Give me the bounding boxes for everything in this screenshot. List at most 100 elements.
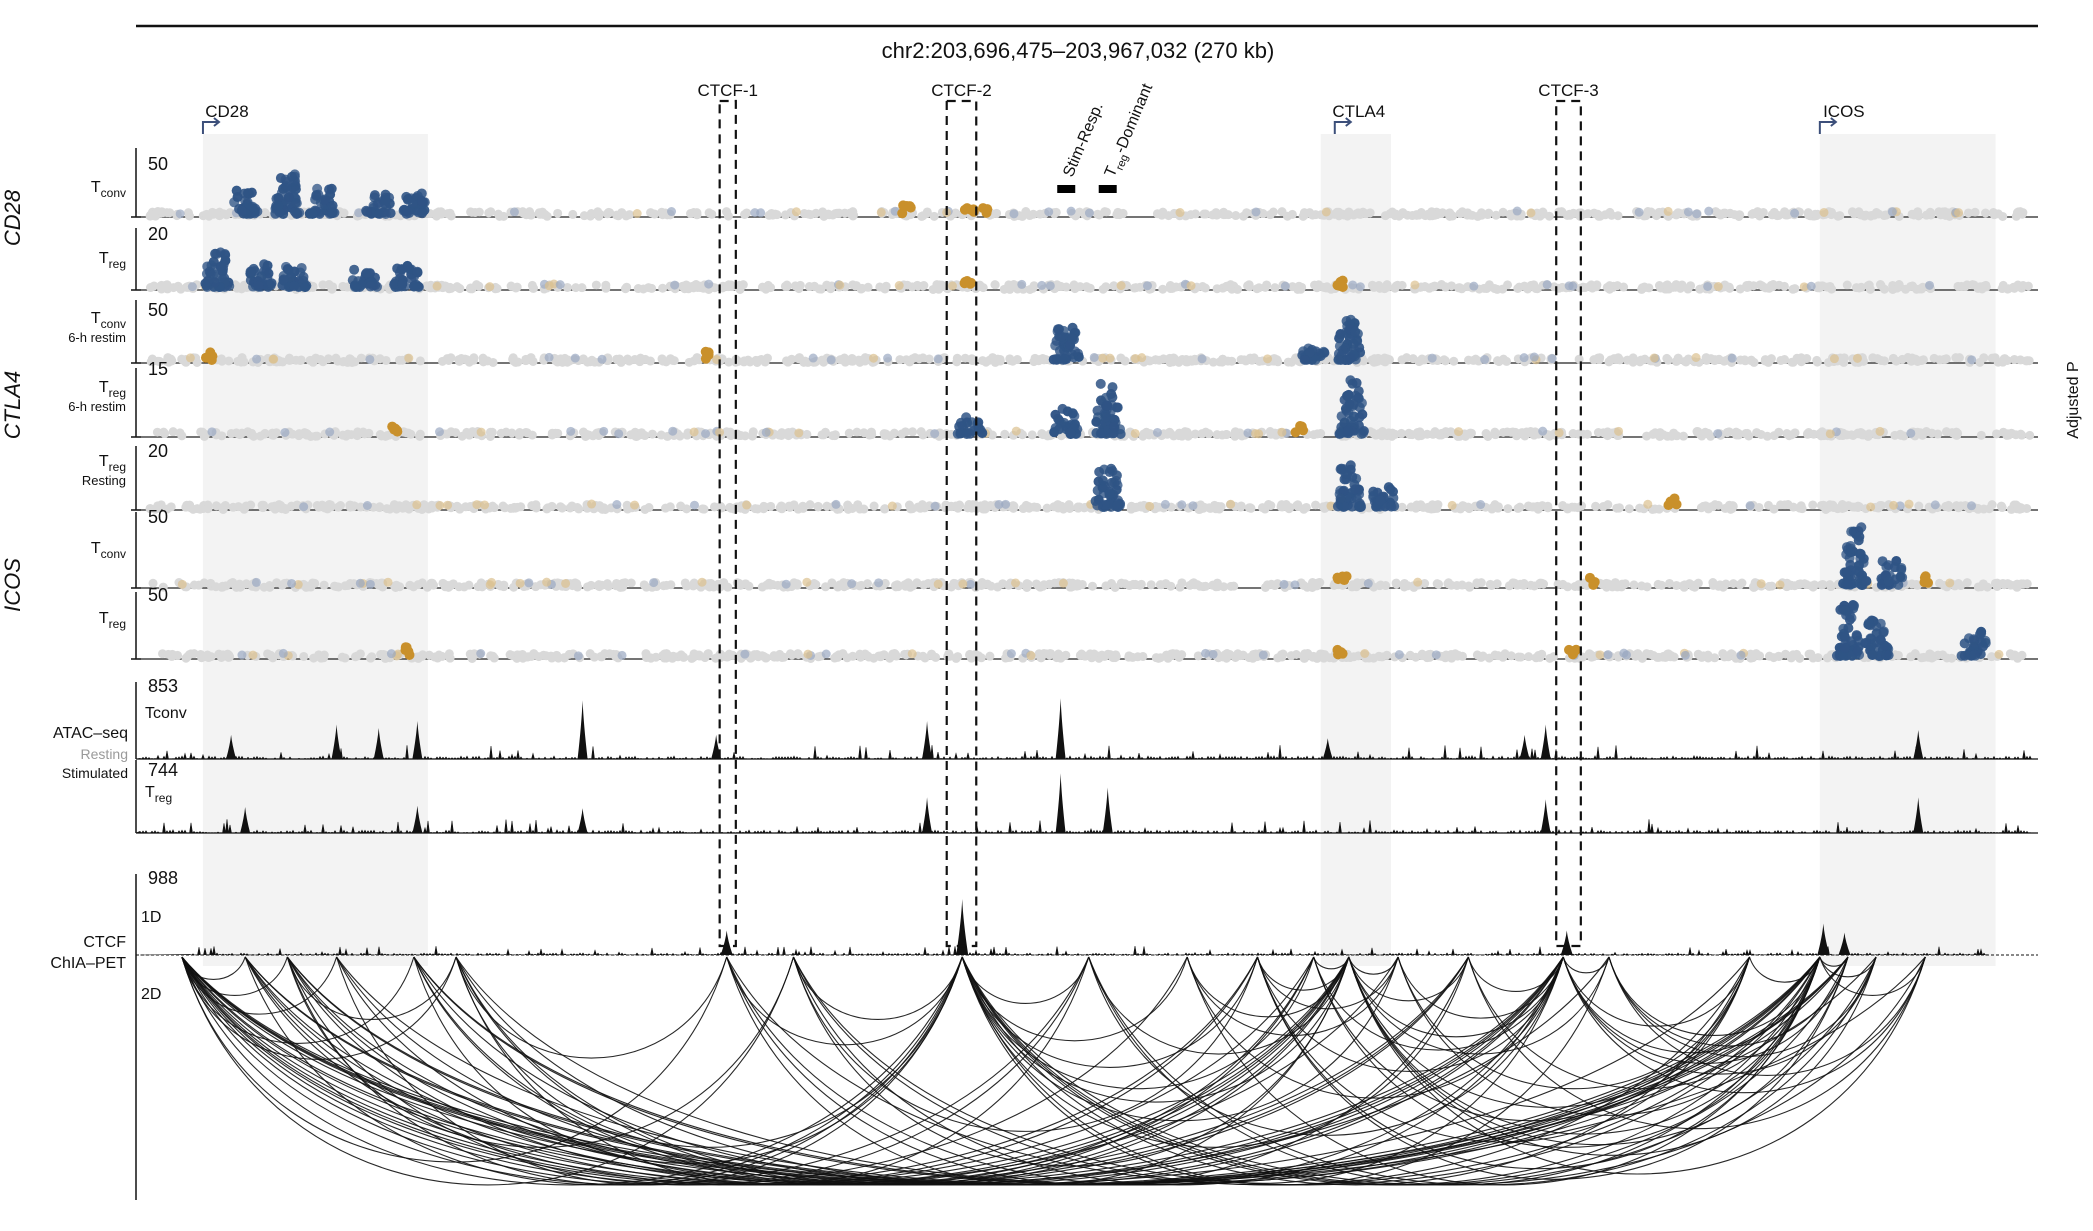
guide-point <box>855 504 865 514</box>
guide-point <box>1105 353 1115 363</box>
guide-point <box>1821 504 1831 514</box>
data-point <box>1855 548 1866 559</box>
data-point <box>200 352 211 363</box>
guide-point <box>591 280 601 290</box>
track-label: Tconv <box>91 310 126 331</box>
data-point <box>1875 634 1886 645</box>
guide-point <box>177 431 187 441</box>
guide-point <box>1736 650 1746 660</box>
data-point <box>1353 386 1364 397</box>
data-point <box>389 278 400 289</box>
guide-point <box>451 428 461 438</box>
guide-point <box>1539 579 1549 589</box>
guide-point <box>769 652 779 662</box>
guide-point <box>1417 649 1427 659</box>
ctcf-loop <box>244 956 1350 1186</box>
data-point <box>231 185 242 196</box>
guide-point <box>1782 210 1792 220</box>
guide-point <box>789 578 799 588</box>
guide-point <box>1642 431 1652 441</box>
guide-point <box>1089 352 1099 362</box>
guide-point <box>1490 430 1500 440</box>
guide-point <box>834 650 844 660</box>
data-point <box>961 412 972 423</box>
guide-point <box>1643 499 1653 509</box>
guide-point <box>1151 355 1161 365</box>
guide-point <box>1152 427 1162 437</box>
guide-point <box>843 500 853 510</box>
guide-point <box>1464 355 1474 365</box>
guide-point <box>211 209 221 219</box>
guide-point <box>933 579 943 589</box>
ctcf-loop <box>181 956 795 1186</box>
guide-point <box>521 354 531 364</box>
guide-point <box>1542 280 1552 290</box>
guide-point <box>1976 582 1986 592</box>
data-point <box>1093 412 1104 423</box>
guide-point <box>1046 649 1056 659</box>
guide-point <box>467 207 477 217</box>
guide-point <box>1101 282 1111 292</box>
guide-point <box>1258 650 1268 660</box>
guide-point <box>1230 431 1240 441</box>
guide-point <box>1671 210 1681 220</box>
guide-point <box>1524 652 1534 662</box>
guide-point <box>822 501 832 511</box>
guide-point <box>1141 427 1151 437</box>
guide-point <box>203 650 213 660</box>
guide-point <box>1906 428 1916 438</box>
guide-point <box>821 649 831 659</box>
guide-point <box>1251 429 1261 439</box>
y-max-label: 15 <box>148 359 168 379</box>
guide-point <box>665 502 675 512</box>
guide-point <box>1035 209 1045 219</box>
guide-point <box>1764 283 1774 293</box>
guide-point <box>1825 580 1835 590</box>
guide-point <box>952 357 962 367</box>
guide-point <box>295 355 305 365</box>
guide-point <box>1211 582 1221 592</box>
guide-point <box>1000 429 1010 439</box>
guide-point <box>415 356 425 366</box>
guide-point <box>947 281 957 291</box>
guide-point <box>1564 281 1574 291</box>
guide-point <box>168 427 178 437</box>
guide-point <box>517 208 527 218</box>
guide-point <box>1538 207 1548 217</box>
guide-point <box>818 356 828 366</box>
data-point <box>1881 650 1892 661</box>
guide-point <box>1175 582 1185 592</box>
guide-point <box>1222 649 1232 659</box>
data-point <box>406 273 417 284</box>
data-point <box>1333 354 1344 365</box>
guide-point <box>804 282 814 292</box>
guide-point <box>1713 282 1723 292</box>
guide-point <box>1457 284 1467 294</box>
guide-point <box>1452 580 1462 590</box>
guide-point <box>805 500 815 510</box>
guide-point <box>1650 504 1660 514</box>
data-point <box>401 208 412 219</box>
y-max-label: 50 <box>148 585 168 605</box>
guide-point <box>1222 281 1232 291</box>
guide-point <box>1954 208 1964 218</box>
guide-point <box>804 209 814 219</box>
guide-point <box>848 651 858 661</box>
guide-point <box>757 582 767 592</box>
guide-point <box>1553 579 1563 589</box>
data-point <box>1354 501 1365 512</box>
guide-point <box>1582 429 1592 439</box>
data-point <box>361 206 372 217</box>
guide-point <box>382 504 392 514</box>
guide-point <box>1812 211 1822 221</box>
gene-shade-ctla4 <box>1320 134 1392 966</box>
guide-point <box>1009 209 1019 219</box>
data-point <box>1299 354 1310 365</box>
guide-point <box>1765 355 1775 365</box>
guide-point <box>1722 428 1732 438</box>
guide-point <box>553 208 563 218</box>
guide-point <box>918 651 928 661</box>
guide-point <box>1287 209 1297 219</box>
guide-point <box>630 500 640 510</box>
guide-point <box>1430 210 1440 220</box>
